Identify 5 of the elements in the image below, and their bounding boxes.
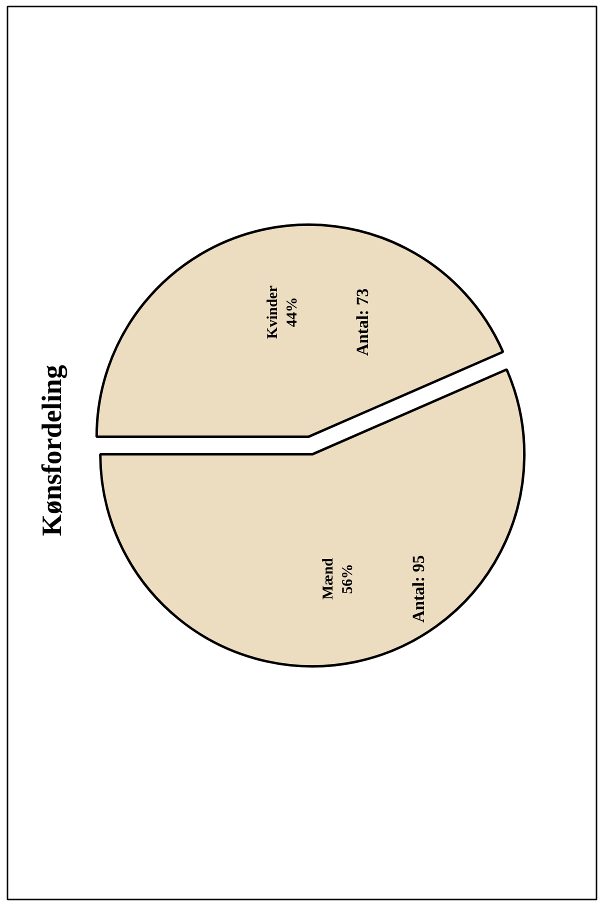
slice-label: Kvinder 44%: [265, 285, 300, 339]
data-label: Antal: 73: [353, 288, 372, 356]
text: Kønsfordeling: [37, 364, 68, 536]
slice-label: Mænd 56%: [320, 557, 356, 600]
data-label: Antal: 95: [408, 555, 428, 623]
